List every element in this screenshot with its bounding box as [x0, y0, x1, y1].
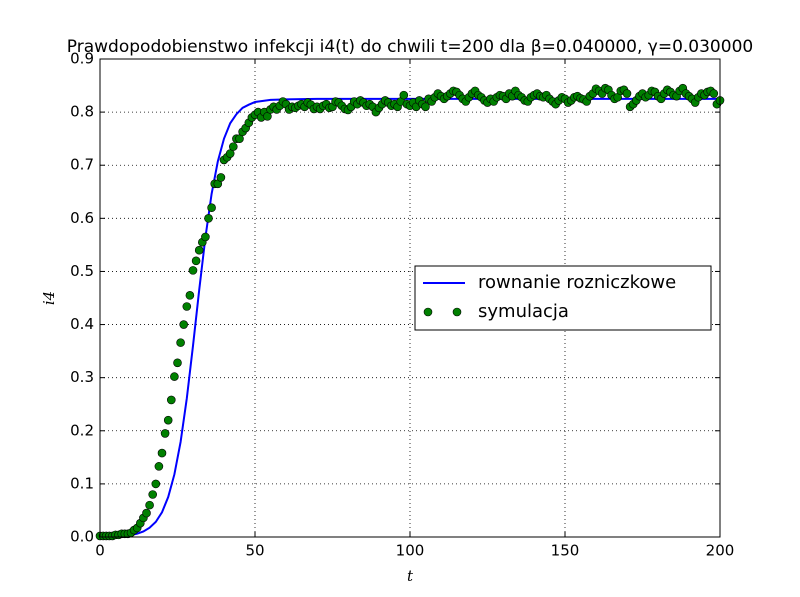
point — [622, 89, 632, 98]
legend-label: rownanie rozniczkowe — [478, 272, 676, 293]
point — [151, 479, 161, 489]
point — [163, 415, 173, 425]
plot-frame — [99, 58, 721, 538]
x-tick-label: 50 — [245, 542, 264, 560]
point — [170, 372, 179, 381]
point — [194, 245, 204, 255]
y-tick-label: 0.0 — [70, 528, 94, 546]
point — [188, 266, 198, 275]
point — [176, 338, 185, 347]
x-tick-label: 200 — [706, 542, 735, 560]
y-tick-label: 0.6 — [70, 209, 94, 227]
legend-swatch — [452, 307, 462, 317]
point — [142, 508, 151, 518]
y-tick-label: 0.1 — [70, 474, 94, 492]
point — [160, 429, 170, 438]
y-tick-label: 0.5 — [70, 262, 94, 280]
legend-swatch — [423, 307, 433, 317]
point — [145, 500, 154, 510]
y-tick-label: 0.7 — [70, 156, 94, 174]
y-tick-label: 0.4 — [70, 315, 94, 333]
y-tick-label: 0.2 — [70, 421, 94, 439]
x-tick-label: 150 — [551, 542, 580, 560]
chart-title: Prawdopodobienstwo infekcji i4(t) do chw… — [67, 37, 753, 57]
point — [173, 358, 182, 368]
y-tick-label: 0.8 — [70, 103, 94, 121]
x-tick-label: 100 — [396, 542, 425, 560]
point — [148, 490, 157, 499]
point — [182, 302, 192, 311]
y-axis-label: i4 — [40, 291, 58, 305]
point — [154, 462, 164, 471]
point — [421, 102, 430, 112]
point — [179, 320, 188, 329]
y-tick-label: 0.9 — [70, 50, 94, 68]
point — [185, 291, 195, 300]
y-tick-label: 0.3 — [70, 368, 94, 386]
point — [399, 90, 409, 100]
point — [157, 448, 167, 458]
point — [167, 395, 176, 405]
x-axis-label: t — [407, 567, 414, 585]
point — [191, 256, 201, 266]
point — [216, 173, 226, 182]
point — [207, 203, 216, 213]
point — [201, 232, 210, 242]
point — [229, 142, 238, 151]
x-tick-label: 0 — [95, 542, 105, 560]
legend-label: symulacja — [478, 301, 569, 322]
point — [709, 89, 719, 98]
point — [204, 214, 213, 223]
legend-box — [414, 265, 712, 331]
